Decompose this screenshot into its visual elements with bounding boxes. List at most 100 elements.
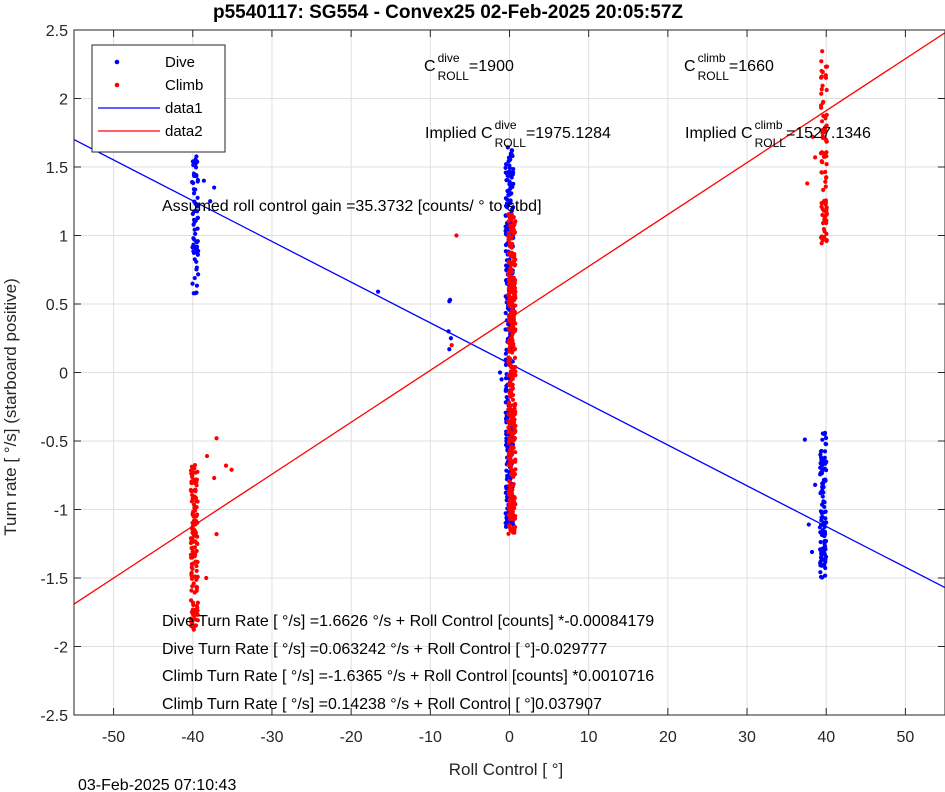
climb-point (191, 518, 197, 523)
climb-point (824, 87, 829, 93)
climb-point (194, 603, 199, 609)
climb-point (189, 499, 194, 504)
dive-point (505, 145, 510, 150)
legend-box (91, 44, 226, 153)
annotation-eq2: Dive Turn Rate [ °/s] =0.063242 °/s + Ro… (162, 641, 607, 658)
dive-point (818, 539, 823, 545)
dive-point (510, 172, 515, 177)
climb-point (192, 607, 198, 612)
dive-point (192, 275, 197, 281)
climb-point (192, 545, 198, 550)
climb-point (507, 328, 512, 333)
climb-point (513, 364, 518, 370)
climb-point (507, 303, 512, 308)
dive-point (504, 224, 510, 229)
climb-point (506, 531, 511, 536)
annotation-sup: climb (755, 118, 783, 132)
climb-point (821, 113, 826, 119)
y-tick-label: 0 (59, 366, 68, 383)
dive-point (818, 509, 824, 514)
dive-point (503, 162, 509, 167)
dive-point (503, 263, 509, 268)
climb-point (190, 492, 195, 498)
dive-point (191, 180, 196, 186)
climb-point (191, 502, 197, 507)
x-tick-label: 50 (897, 729, 915, 746)
dive-point (507, 199, 512, 205)
climb-point (511, 496, 516, 502)
x-tick-label: 0 (505, 729, 514, 746)
y-tick-label: -2 (54, 640, 68, 657)
climb-point (193, 539, 198, 544)
climb-point (824, 238, 829, 244)
dive-point (824, 442, 829, 447)
climb-point (212, 475, 217, 481)
climb-point (508, 296, 513, 301)
climb-point (506, 456, 511, 461)
climb-point (824, 112, 829, 118)
climb-point (820, 135, 826, 141)
climb-point (819, 201, 824, 206)
dive-point (191, 173, 197, 178)
climb-point (823, 73, 828, 78)
climb-point (204, 453, 210, 459)
climb-point (195, 574, 200, 579)
climb-point (194, 585, 200, 590)
climb-point (195, 618, 200, 623)
y-tick-label: 1 (59, 229, 68, 246)
dive-point (822, 521, 827, 526)
climb-point (823, 179, 828, 184)
climb-point (824, 231, 829, 237)
climb-point (824, 162, 829, 167)
dive-point (503, 442, 509, 448)
climb-point (508, 430, 513, 435)
dive-point (823, 565, 828, 571)
climb-point (506, 479, 512, 484)
climb-point (819, 68, 824, 74)
legend-label: Dive (165, 54, 195, 71)
climb-point (820, 100, 826, 105)
climb-point (195, 600, 200, 605)
climb-point (191, 627, 196, 632)
climb-point (509, 437, 515, 442)
dive-point (822, 524, 827, 529)
dive-point (506, 169, 512, 174)
dive-point (820, 431, 825, 436)
dive-point (194, 154, 199, 159)
climb-point (506, 440, 511, 445)
climb-point (513, 514, 518, 519)
dive-point (195, 215, 200, 220)
climb-point (194, 512, 200, 517)
climb-point (511, 482, 516, 488)
climb-point (511, 423, 516, 429)
climb-point (513, 401, 518, 407)
climb-point (190, 566, 195, 571)
dive-point (192, 245, 198, 250)
dive-point (190, 159, 195, 164)
y-tick-label: -1.5 (40, 571, 68, 588)
climb-point (821, 235, 826, 240)
climb-point (810, 134, 815, 139)
climb-point (509, 364, 514, 370)
chart-title: p5540117: SG554 - Convex25 02-Feb-2025 2… (213, 2, 683, 23)
climb-point (510, 373, 515, 379)
climb-point (192, 533, 197, 538)
climb-point (819, 105, 824, 110)
climb-point (824, 64, 830, 69)
dive-point (506, 173, 511, 178)
annotation-sup: climb (698, 51, 726, 65)
climb-point (511, 413, 516, 418)
climb-point (510, 332, 515, 337)
climb-point (506, 490, 511, 495)
climb-point (189, 576, 195, 581)
dive-point (503, 520, 508, 526)
dive-point (820, 563, 825, 568)
dive-point (506, 188, 511, 193)
dive-point (503, 249, 508, 254)
climb-point (511, 317, 516, 323)
dive-point (194, 283, 200, 288)
annotation-value: =1527.1346 (786, 125, 871, 142)
dive-point (191, 162, 196, 168)
dive-point (504, 498, 509, 503)
climb-point (189, 464, 194, 469)
